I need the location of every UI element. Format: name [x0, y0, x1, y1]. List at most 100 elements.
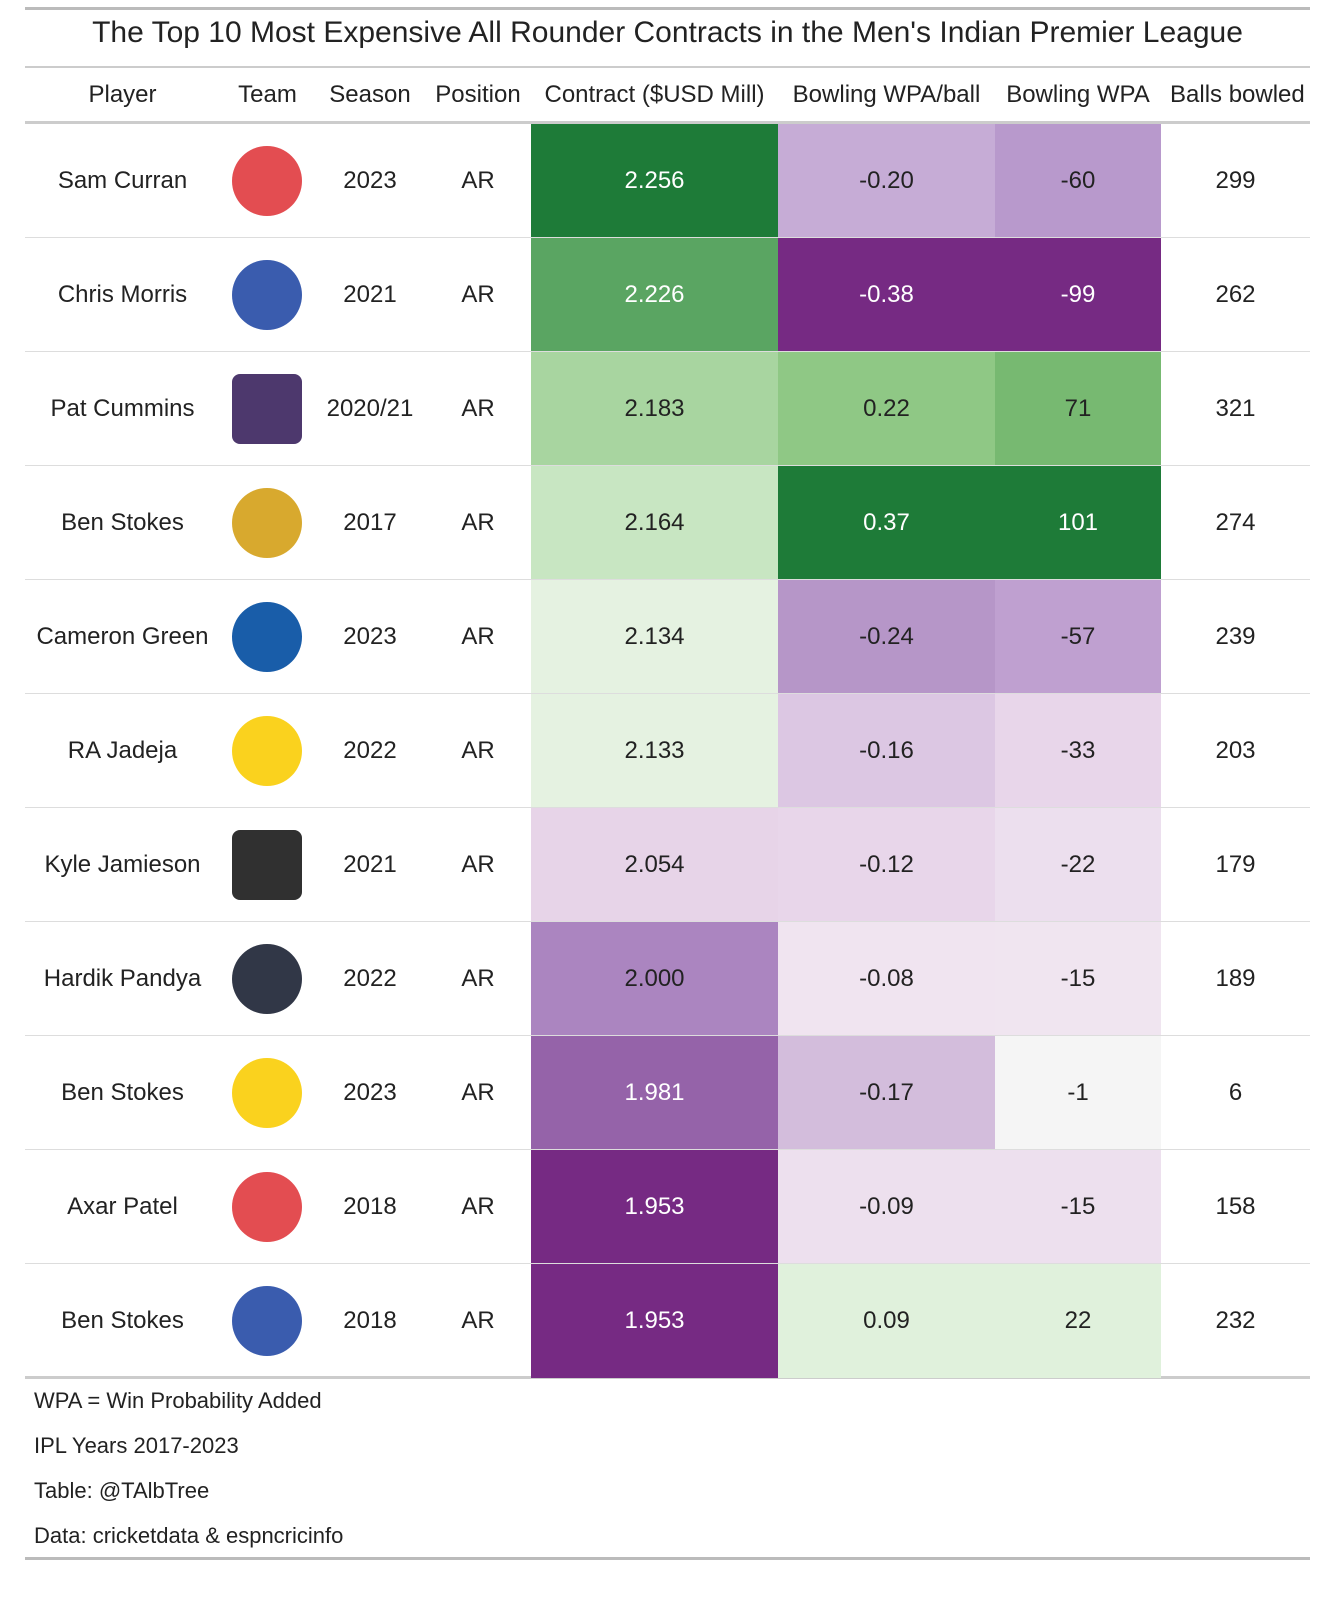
colored-cell: 2.000: [531, 922, 778, 1036]
cell: RA Jadeja: [67, 737, 178, 764]
cell: Cameron Green: [36, 623, 209, 650]
cell: Hardik Pandya: [43, 965, 202, 992]
colored-cell: -0.09: [778, 1150, 995, 1264]
colored-cell: -0.12: [778, 808, 995, 922]
colored-cell: -15: [995, 1150, 1161, 1264]
cell: AR: [461, 965, 495, 992]
row-rule: [25, 237, 1310, 238]
colored-cell: 2.134: [531, 580, 778, 694]
row-rule: [25, 1035, 1310, 1036]
row-rule: [25, 1149, 1310, 1150]
cell: AR: [461, 509, 495, 536]
title: The Top 10 Most Expensive All Rounder Co…: [92, 16, 1243, 49]
cell: AR: [461, 167, 495, 194]
team-logo: [232, 260, 302, 330]
cell: Axar Patel: [67, 1193, 178, 1220]
row-rule: [25, 465, 1310, 466]
row-rule: [25, 807, 1310, 808]
colored-cell: -99: [995, 238, 1161, 352]
cell: 262: [1215, 281, 1256, 308]
column-header: Bowling WPA/ball: [792, 81, 981, 108]
colored-cell: 1.981: [531, 1036, 778, 1150]
colored-cell: 2.183: [531, 352, 778, 466]
cell: Pat Cummins: [50, 395, 195, 422]
colored-cell: -0.20: [778, 124, 995, 238]
cell: 2017: [343, 509, 397, 536]
colored-cell: 2.054: [531, 808, 778, 922]
cell: AR: [461, 851, 495, 878]
colored-cell: -0.24: [778, 580, 995, 694]
colored-cell: 2.256: [531, 124, 778, 238]
cell: 189: [1215, 965, 1256, 992]
team-logo: [232, 602, 302, 672]
column-header: Player: [88, 81, 157, 108]
colored-cell: -22: [995, 808, 1161, 922]
colored-cell: 22: [995, 1264, 1161, 1378]
colored-cell: 2.226: [531, 238, 778, 352]
cell: 2021: [343, 281, 397, 308]
cell: 2021: [343, 851, 397, 878]
row-rule: [25, 693, 1310, 694]
row-rule: [25, 351, 1310, 352]
colored-cell: 2.133: [531, 694, 778, 808]
cell: Ben Stokes: [61, 1079, 184, 1106]
cell: Kyle Jamieson: [44, 851, 201, 878]
cell: 2018: [343, 1307, 397, 1334]
cell: AR: [461, 281, 495, 308]
cell: 239: [1215, 623, 1256, 650]
footnote: WPA = Win Probability Added: [34, 1388, 322, 1413]
cell: AR: [461, 395, 495, 422]
colored-cell: -0.08: [778, 922, 995, 1036]
team-logo: [232, 1058, 302, 1128]
cell: Ben Stokes: [61, 1307, 184, 1334]
cell: 6: [1228, 1079, 1243, 1106]
cell: 2022: [343, 737, 397, 764]
cell: 299: [1215, 167, 1256, 194]
team-logo: [232, 1172, 302, 1242]
colored-cell: -0.17: [778, 1036, 995, 1150]
colored-cell: 0.37: [778, 466, 995, 580]
column-header: Contract ($USD Mill): [544, 81, 765, 108]
cell: 2023: [343, 623, 397, 650]
row-rule: [25, 579, 1310, 580]
footnote: IPL Years 2017-2023: [34, 1433, 239, 1458]
colored-cell: -60: [995, 124, 1161, 238]
colored-cell: 1.953: [531, 1150, 778, 1264]
cell: 274: [1215, 509, 1256, 536]
colored-cell: -0.16: [778, 694, 995, 808]
team-logo: [232, 1286, 302, 1356]
row-rule: [25, 1263, 1310, 1264]
colored-cell: -33: [995, 694, 1161, 808]
team-logo: [232, 830, 302, 900]
colored-cell: -0.38: [778, 238, 995, 352]
cell: 179: [1215, 851, 1256, 878]
cell: AR: [461, 1193, 495, 1220]
colored-cell: -15: [995, 922, 1161, 1036]
column-header: Season: [329, 81, 411, 108]
cell: AR: [461, 737, 495, 764]
cell: 2018: [343, 1193, 397, 1220]
rule: [25, 66, 1310, 68]
cell: Chris Morris: [57, 281, 188, 308]
cell: 2022: [343, 965, 397, 992]
colored-cell: 101: [995, 466, 1161, 580]
cell: 203: [1215, 737, 1256, 764]
team-logo: [232, 716, 302, 786]
cell: 2023: [343, 167, 397, 194]
column-header: Balls bowled: [1170, 81, 1305, 108]
column-header: Position: [435, 81, 521, 108]
cell: AR: [461, 1307, 495, 1334]
team-logo: [232, 374, 302, 444]
colored-cell: -57: [995, 580, 1161, 694]
rule: [25, 121, 1310, 124]
cell: 321: [1215, 395, 1256, 422]
column-header: Team: [238, 81, 297, 108]
cell: 232: [1215, 1307, 1256, 1334]
bottom-rule: [25, 1557, 1310, 1560]
cell: Sam Curran: [57, 167, 188, 194]
colored-cell: 1.953: [531, 1264, 778, 1378]
colored-cell: -1: [995, 1036, 1161, 1150]
colored-cell: 0.09: [778, 1264, 995, 1378]
cell: 2020/21: [326, 395, 414, 422]
